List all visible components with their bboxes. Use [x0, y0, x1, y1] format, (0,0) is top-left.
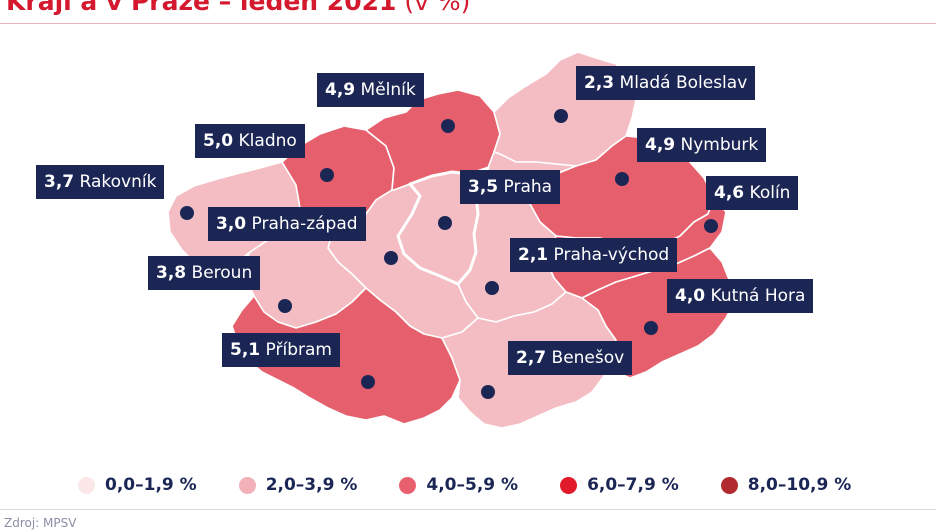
marker-kolin[interactable] [704, 219, 718, 233]
legend-swatch [78, 476, 95, 494]
marker-kladno[interactable] [320, 168, 334, 182]
label-mlada-boleslav: 2,3 Mladá Boleslav [576, 66, 756, 100]
legend-item: 0,0–1,9 % [78, 475, 197, 495]
label-melnik: 4,9 Mělník [317, 73, 424, 107]
label-kutna-hora: 4,0 Kutná Hora [667, 279, 814, 313]
legend-swatch [399, 476, 417, 494]
marker-praha-zapad[interactable] [384, 251, 398, 265]
legend-swatch [560, 476, 578, 494]
legend-item: 2,0–3,9 % [238, 475, 358, 495]
label-nymburk: 4,9 Nymburk [637, 128, 767, 162]
label-kolin: 4,6 Kolín [706, 176, 799, 210]
marker-praha[interactable] [438, 216, 452, 230]
legend-label: 8,0–10,9 % [747, 475, 852, 495]
marker-praha-vychod[interactable] [485, 281, 499, 295]
label-praha-vychod: 2,1 Praha-východ [510, 238, 678, 272]
marker-nymburk[interactable] [615, 172, 629, 186]
label-beroun: 3,8 Beroun [148, 256, 261, 290]
legend-swatch [238, 476, 256, 494]
label-praha: 3,5 Praha [460, 170, 561, 204]
legend-label: 4,0–5,9 % [426, 475, 519, 495]
marker-beroun[interactable] [278, 299, 292, 313]
legend-label: 2,0–3,9 % [265, 475, 358, 495]
label-praha-zapad: 3,0 Praha-západ [208, 207, 366, 241]
legend: 0,0–1,9 % 2,0–3,9 % 4,0–5,9 % 6,0–7,9 % … [78, 472, 893, 498]
marker-rakovnik[interactable] [180, 206, 194, 220]
legend-label: 0,0–1,9 % [105, 475, 197, 495]
legend-swatch [720, 476, 738, 494]
source-note: Zdroj: MPSV [4, 516, 77, 530]
marker-benesov[interactable] [481, 385, 495, 399]
label-pribram: 5,1 Příbram [222, 333, 340, 367]
page-title: Kraji a v Praze – leden 2021 (v %) [6, 0, 471, 16]
marker-mlada-boleslav[interactable] [554, 109, 568, 123]
marker-melnik[interactable] [441, 119, 455, 133]
legend-item: 6,0–7,9 % [560, 475, 679, 495]
footer-divider [0, 509, 936, 510]
region-map [167, 51, 735, 429]
label-kladno: 5,0 Kladno [195, 124, 305, 158]
marker-pribram[interactable] [361, 375, 375, 389]
title-divider [0, 23, 936, 24]
label-benesov: 2,7 Benešov [508, 341, 633, 375]
legend-item: 8,0–10,9 % [720, 475, 852, 495]
label-rakovnik: 3,7 Rakovník [36, 165, 165, 199]
legend-item: 4,0–5,9 % [399, 475, 518, 495]
marker-kutna-hora[interactable] [644, 321, 658, 335]
district-pribram[interactable] [231, 287, 461, 425]
legend-label: 6,0–7,9 % [587, 475, 679, 495]
